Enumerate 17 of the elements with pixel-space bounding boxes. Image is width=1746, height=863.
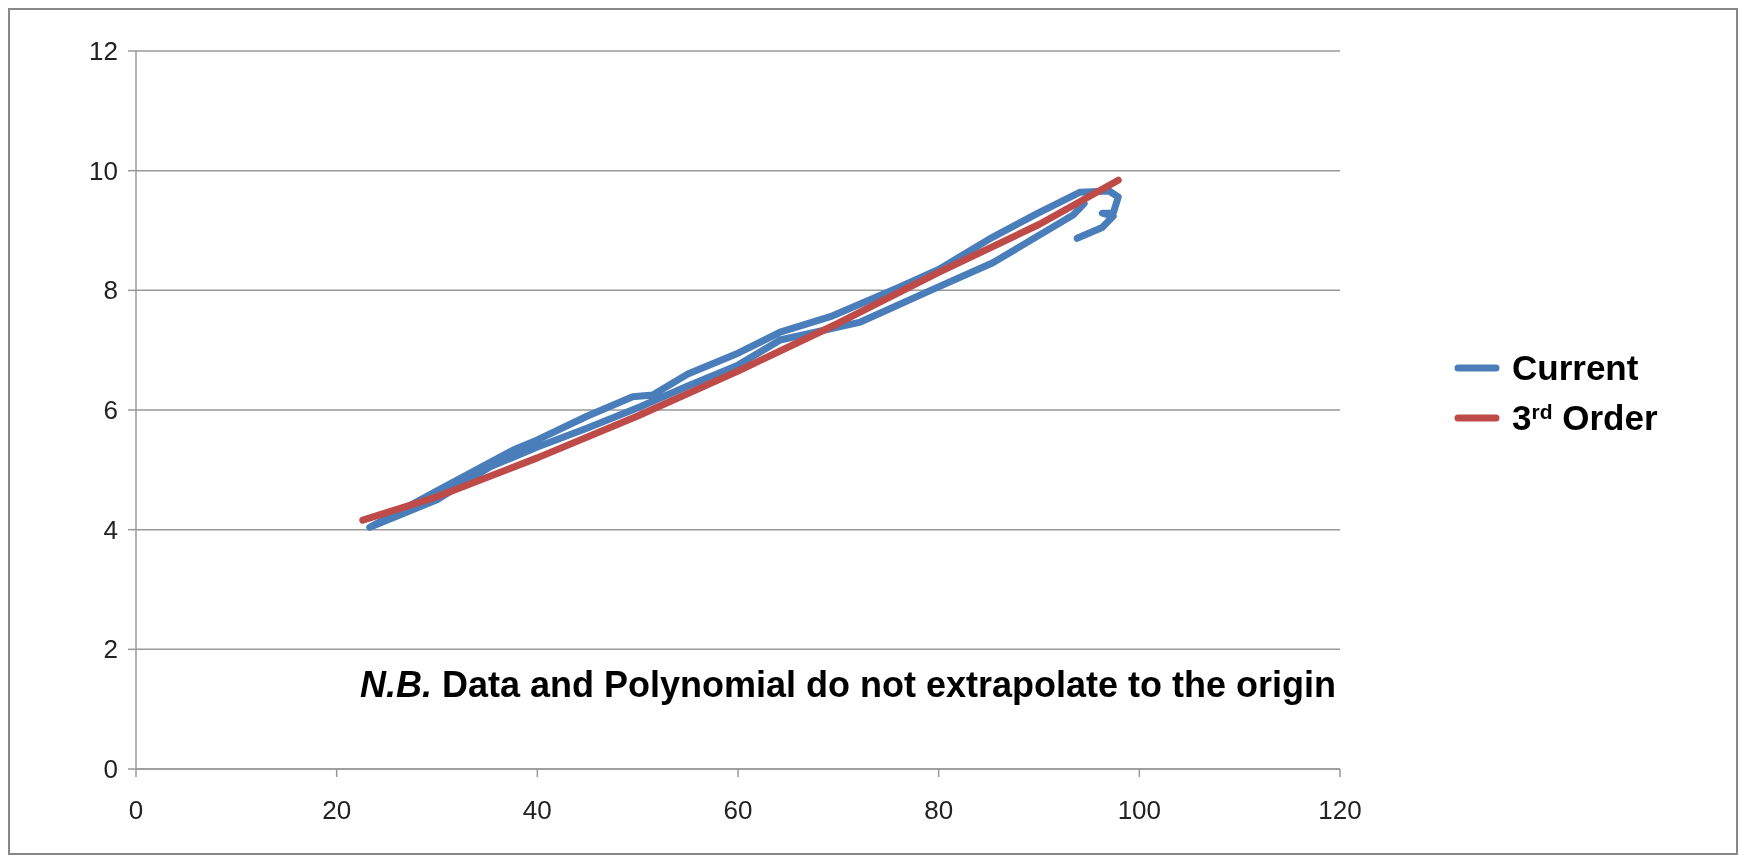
y-tick-label: 0: [103, 754, 118, 785]
x-tick-label: 120: [1318, 795, 1362, 825]
y-tick-label: 6: [103, 395, 118, 426]
x-tick-label: 80: [924, 795, 954, 825]
x-tick-label: 40: [522, 795, 552, 825]
y-tick-label: 10: [89, 155, 118, 186]
y-tick-label: 2: [103, 634, 118, 665]
x-tick-label: 100: [1117, 795, 1162, 825]
x-tick-label: 60: [723, 795, 753, 825]
y-tick-label: 4: [103, 514, 118, 545]
legend-label: Current: [1512, 348, 1639, 388]
y-tick-label: 8: [103, 275, 118, 306]
x-tick-label: 0: [128, 795, 144, 825]
y-tick-label: 12: [89, 36, 118, 67]
annotation: N.B. Data and Polynomial do not extrapolate to the origin: [359, 664, 1337, 706]
legend-label: 3$^{rd}$ Order: [1512, 398, 1658, 438]
x-tick-label: 20: [322, 795, 352, 825]
